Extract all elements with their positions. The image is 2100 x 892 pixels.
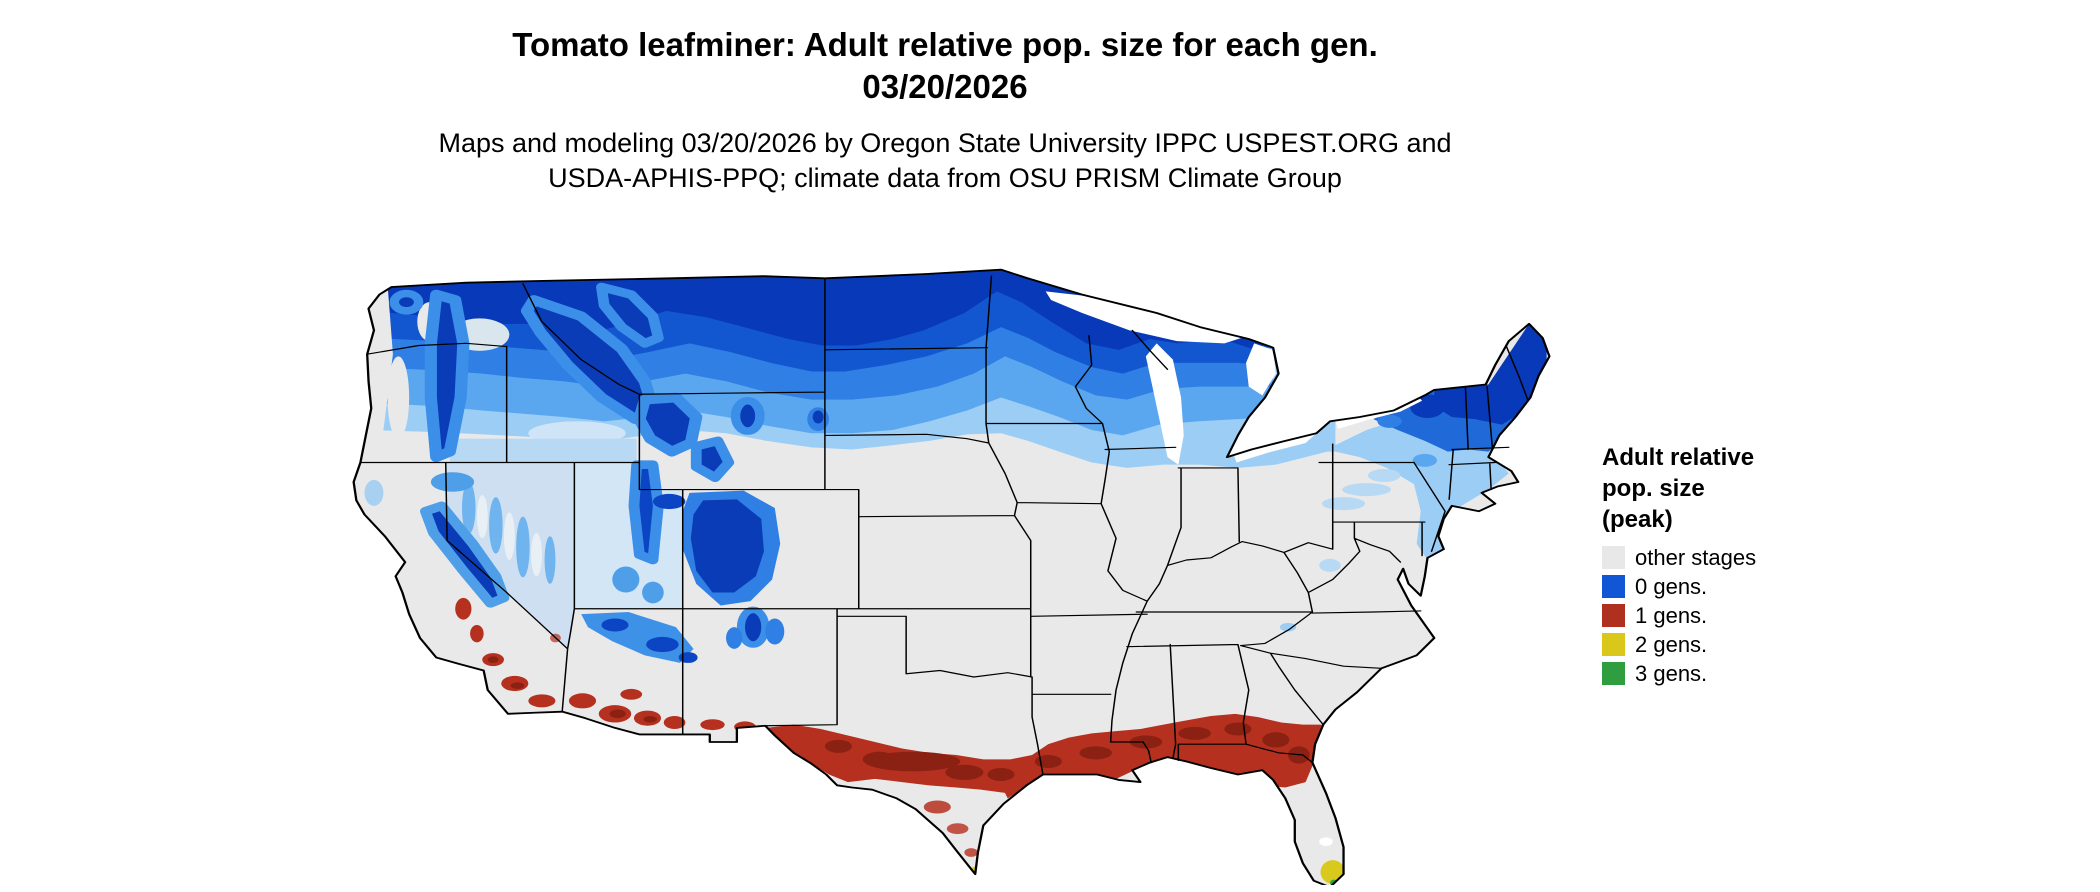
legend: Adult relative pop. size (peak) other st… [1602, 442, 1882, 690]
legend-swatch-other-stages [1602, 546, 1625, 569]
map-fill-layers [353, 269, 1550, 885]
legend-swatch-1-gens [1602, 604, 1625, 627]
legend-swatch-3-gens [1602, 662, 1625, 685]
legend-title-line3: (peak) [1602, 506, 1673, 533]
map-title-date: 03/20/2026 [862, 68, 1028, 105]
legend-title-line2: pop. size [1602, 475, 1705, 502]
map-subtitle-line1: Maps and modeling 03/20/2026 by Oregon S… [438, 128, 1452, 158]
us-outline [352, 268, 1551, 885]
header: Tomato leafminer: Adult relative pop. si… [0, 24, 1890, 196]
map-subtitle-line2: USDA-APHIS-PPQ; climate data from OSU PR… [548, 163, 1342, 193]
legend-swatch-2-gens [1602, 633, 1625, 656]
state-borders [359, 275, 1529, 776]
legend-item-3-gens: 3 gens. [1602, 661, 1882, 686]
map-subtitle: Maps and modeling 03/20/2026 by Oregon S… [0, 126, 1890, 196]
legend-label-2-gens: 2 gens. [1635, 632, 1708, 657]
legend-label-other-stages: other stages [1635, 545, 1757, 570]
legend-item-other-stages: other stages [1602, 545, 1882, 570]
legend-items: other stages 0 gens. 1 gens. 2 gens. 3 g… [1602, 545, 1882, 686]
legend-swatch-0-gens [1602, 575, 1625, 598]
us-pest-generation-map [290, 235, 1590, 885]
legend-title-line1: Adult relative [1602, 444, 1755, 471]
legend-title: Adult relative pop. size (peak) [1602, 442, 1882, 535]
legend-item-2-gens: 2 gens. [1602, 632, 1882, 657]
legend-label-1-gens: 1 gens. [1635, 603, 1708, 628]
legend-item-0-gens: 0 gens. [1602, 574, 1882, 599]
map-title-line1: Tomato leafminer: Adult relative pop. si… [512, 26, 1378, 63]
legend-label-0-gens: 0 gens. [1635, 574, 1708, 599]
legend-item-1-gens: 1 gens. [1602, 603, 1882, 628]
legend-label-3-gens: 3 gens. [1635, 661, 1708, 686]
us-map-svg [352, 268, 1551, 885]
